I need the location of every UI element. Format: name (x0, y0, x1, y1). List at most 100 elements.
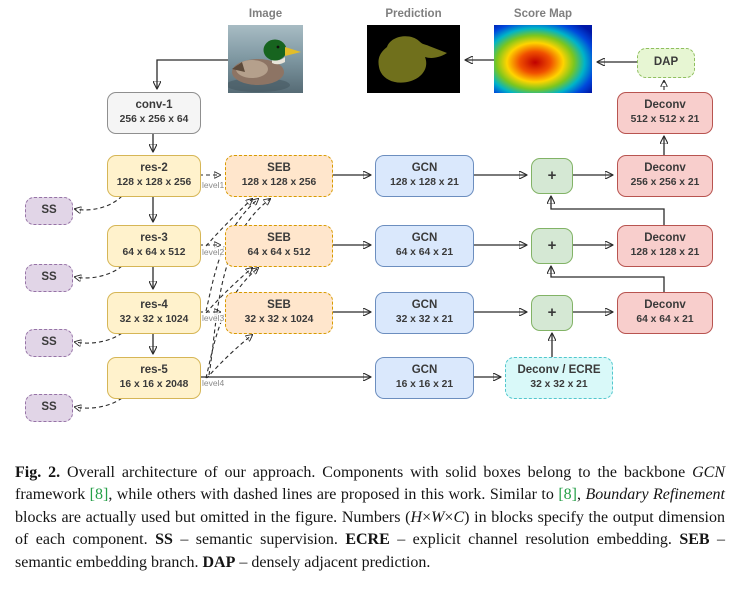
caption-text: ) in blocks specify the output dimension… (15, 508, 726, 549)
node-title: Deconv / ECRE (517, 364, 601, 377)
node-dim: 256 x 256 x 64 (119, 114, 189, 126)
node-dim: 128 x 128 x 21 (390, 177, 459, 189)
node-title: Deconv (644, 299, 686, 312)
node-title: GCN (411, 364, 438, 377)
node-dim: 64 x 64 x 21 (395, 247, 454, 259)
caption-text: × (444, 508, 454, 526)
node-dim: 64 x 64 x 512 (122, 247, 186, 259)
node-dim: 256 x 256 x 21 (630, 177, 700, 189)
node-seb1: SEB 128 x 128 x 256 (225, 155, 333, 197)
node-gcn3: GCN 32 x 32 x 21 (375, 292, 474, 334)
node-title: res-4 (140, 299, 168, 312)
node-title: Deconv (644, 162, 686, 175)
node-conv1: conv-1 256 x 256 x 64 (107, 92, 201, 134)
node-title: SS (41, 204, 57, 217)
prediction-mask-image (367, 25, 460, 93)
edge-image-conv1 (157, 59, 228, 88)
caption-text: C (453, 508, 465, 526)
node-gcn1: GCN 128 x 128 x 21 (375, 155, 474, 197)
node-title: GCN (411, 232, 438, 245)
caption-text: W (431, 508, 445, 526)
figure-caption: Fig. 2. Overall architecture of our appr… (15, 462, 725, 574)
node-ss-2: SS (25, 264, 73, 292)
node-title: res-2 (140, 162, 168, 175)
node-title: GCN (411, 299, 438, 312)
node-dim: 16 x 16 x 21 (395, 379, 454, 391)
level-label-1: level1 (201, 180, 226, 190)
plus-sign: + (547, 167, 557, 184)
node-dim: 32 x 32 x 21 (530, 379, 588, 391)
edge-res3-ss2 (75, 265, 123, 278)
edge-deconv128-plus1 (551, 197, 665, 225)
node-res3: res-3 64 x 64 x 512 (107, 225, 201, 267)
node-deconv256: Deconv 256 x 256 x 21 (617, 155, 713, 197)
plus-sign: + (547, 304, 557, 321)
node-title: res-3 (140, 232, 168, 245)
node-deconv128: Deconv 128 x 128 x 21 (617, 225, 713, 267)
caption-text: ECRE (345, 531, 390, 549)
node-dim: 32 x 32 x 1024 (119, 314, 189, 326)
image-column-label: Image (248, 8, 283, 20)
node-seb2: SEB 64 x 64 x 512 (225, 225, 333, 267)
level-label-2: level2 (201, 247, 226, 257)
caption-text: , (576, 486, 586, 504)
citation-link[interactable]: [8] (558, 486, 577, 504)
node-title: Deconv (644, 232, 686, 245)
edge-res4-ss3 (75, 332, 123, 343)
node-res5: res-5 16 x 16 x 2048 (107, 357, 201, 399)
caption-text: × (422, 508, 432, 526)
node-dim: 128 x 128 x 256 (241, 177, 317, 189)
node-dim: 16 x 16 x 2048 (119, 379, 189, 391)
node-sum-1: + (531, 158, 573, 194)
citation-link[interactable]: [8] (89, 486, 109, 504)
caption-text: DAP (202, 553, 236, 571)
node-dim: 32 x 32 x 1024 (244, 314, 314, 326)
caption-text: framework (15, 486, 90, 504)
edge-level4-seb3 (205, 335, 252, 380)
prediction-column-label: Prediction (385, 8, 442, 20)
caption-text: H (410, 508, 423, 526)
node-dim: 32 x 32 x 21 (395, 314, 454, 326)
node-title: SEB (267, 299, 291, 312)
node-title: DAP (653, 56, 679, 69)
node-seb3: SEB 32 x 32 x 1024 (225, 292, 333, 334)
node-ss-4: SS (25, 394, 73, 422)
node-gcn4: GCN 16 x 16 x 21 (375, 357, 474, 399)
architecture-diagram: Image Prediction Score Map (25, 8, 713, 422)
score-map-heatmap-image (494, 25, 592, 93)
node-deconv-ecre: Deconv / ECRE 32 x 32 x 21 (505, 357, 613, 399)
node-dim: 128 x 128 x 21 (630, 247, 700, 259)
node-title: SS (41, 271, 57, 284)
node-dim: 512 x 512 x 21 (630, 114, 700, 126)
node-title: SS (41, 336, 57, 349)
node-gcn2: GCN 64 x 64 x 21 (375, 225, 474, 267)
level-label-4: level4 (201, 378, 226, 388)
node-deconv512: Deconv 512 x 512 x 21 (617, 92, 713, 134)
input-duck-image (228, 25, 303, 93)
node-dim: 64 x 64 x 512 (247, 247, 311, 259)
node-title: res-5 (140, 364, 168, 377)
node-title: Deconv (644, 99, 686, 112)
scoremap-column-label: Score Map (513, 8, 573, 20)
node-dap: DAP (637, 48, 695, 78)
node-sum-3: + (531, 295, 573, 331)
node-ss-1: SS (25, 197, 73, 225)
caption-text: – semantic supervision. (172, 531, 346, 549)
caption-text: – densely adjacent prediction. (235, 553, 431, 571)
caption-text: – explicit channel resolution embedding. (389, 531, 680, 549)
caption-text: SS (155, 531, 173, 549)
node-dim: 128 x 128 x 256 (116, 177, 192, 189)
caption-text: , while others with dashed lines are pro… (108, 486, 559, 504)
caption-text: Overall architecture of our approach. Co… (60, 464, 693, 481)
edge-deconv64-plus2 (551, 267, 665, 292)
node-deconv64: Deconv 64 x 64 x 21 (617, 292, 713, 334)
node-title: conv-1 (135, 99, 173, 112)
caption-text: GCN (692, 464, 726, 481)
caption-text: Boundary Refinement (585, 486, 725, 504)
caption-text: SEB (679, 531, 710, 549)
node-title: SS (41, 401, 57, 414)
node-dim: 64 x 64 x 21 (636, 314, 694, 326)
caption-text: blocks are actually used but omitted in … (15, 508, 411, 526)
caption-text: – semantic embedding branch. (15, 531, 726, 571)
